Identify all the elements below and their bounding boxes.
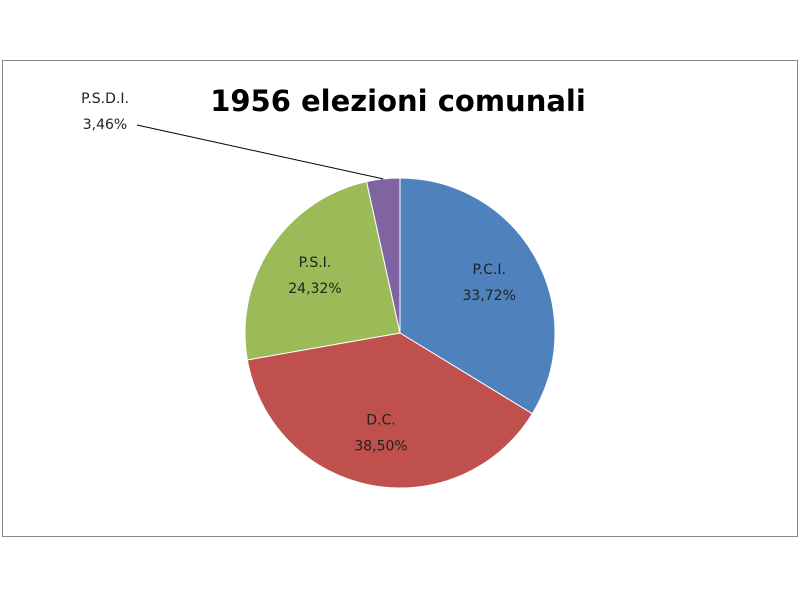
slice-category-label: D.C. xyxy=(366,413,395,429)
slice-category-label: P.S.D.I. xyxy=(81,91,129,107)
chart-title: 1956 elezioni comunali xyxy=(210,84,586,118)
pie-slice xyxy=(246,332,533,489)
slice-category-label: P.C.I. xyxy=(472,262,506,278)
slice-value-label: 38,50% xyxy=(354,439,407,455)
slice-value-label: 33,72% xyxy=(463,288,516,304)
pie-slice xyxy=(244,181,401,361)
slice-value-label: 3,46% xyxy=(83,117,127,133)
slice-value-label: 24,32% xyxy=(288,281,341,297)
slice-category-label: P.S.I. xyxy=(299,255,332,271)
pie-slice xyxy=(399,177,556,415)
leader-line xyxy=(136,124,384,180)
